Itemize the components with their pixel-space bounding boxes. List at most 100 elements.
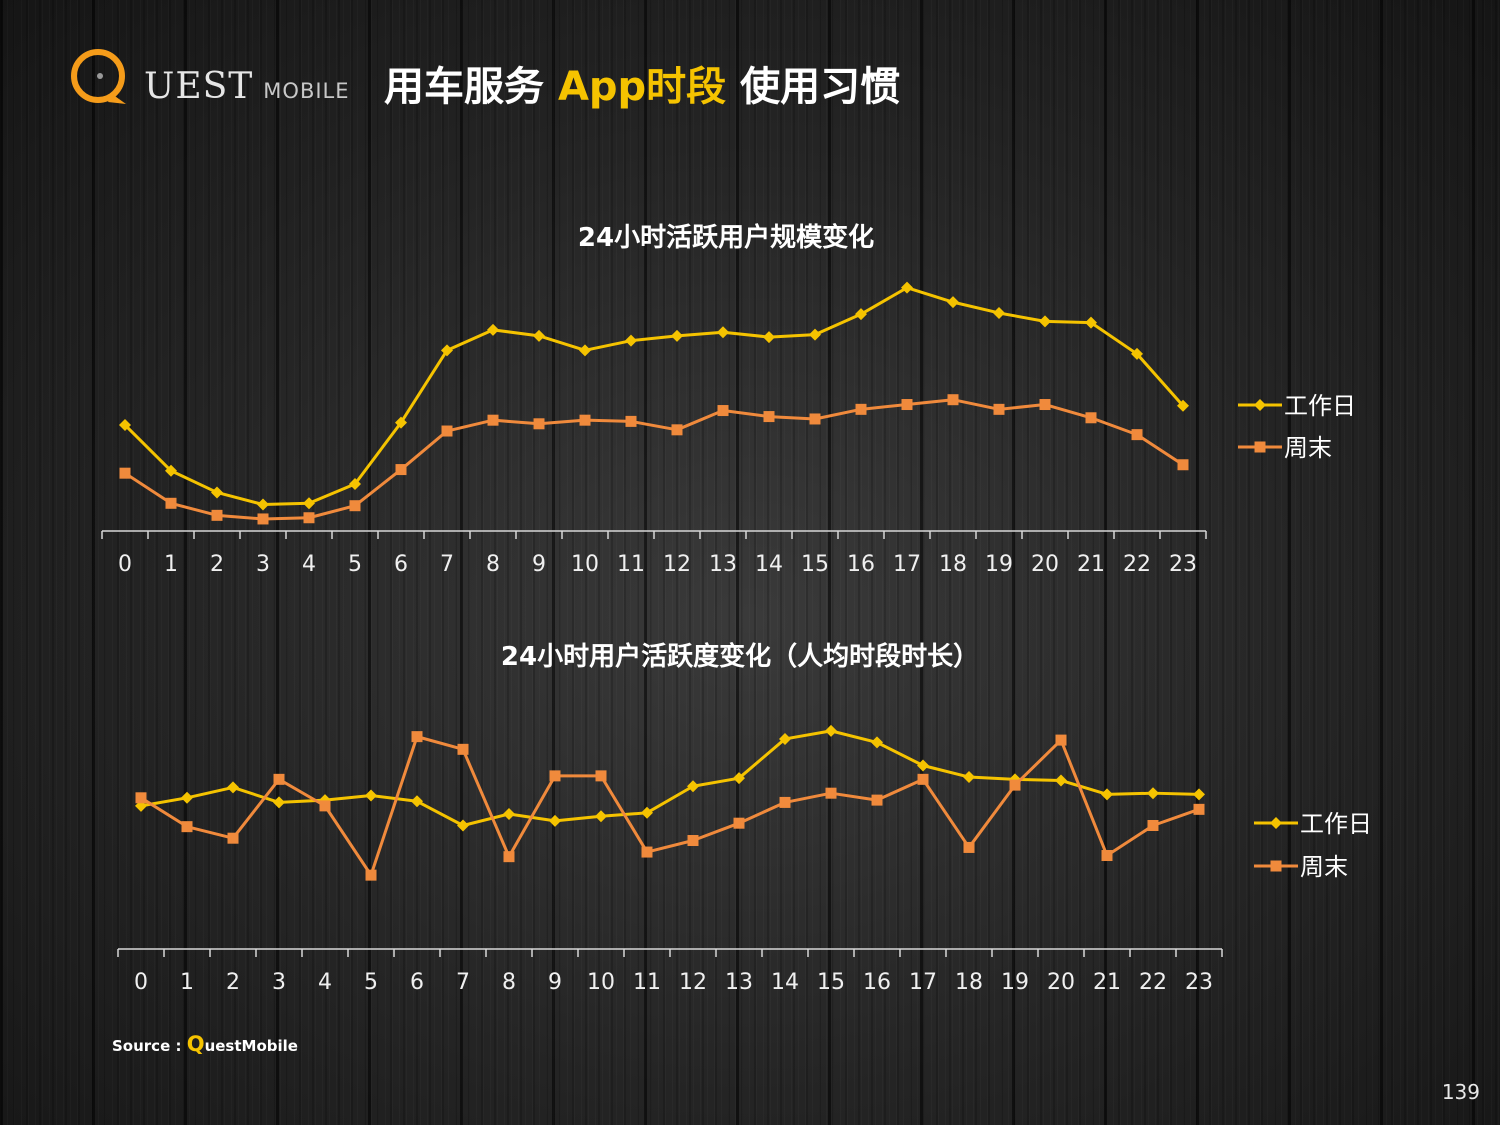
x-tick-label: 13 bbox=[725, 970, 753, 995]
data-point-diamond bbox=[1131, 347, 1143, 360]
x-tick-label: 2 bbox=[226, 970, 240, 995]
x-tick-label: 10 bbox=[587, 970, 615, 995]
data-point-square bbox=[365, 869, 377, 881]
data-point-square bbox=[165, 497, 177, 509]
series-line-2 bbox=[140, 735, 1200, 877]
data-point-diamond bbox=[717, 326, 729, 339]
data-point-square bbox=[1177, 459, 1189, 471]
data-point-diamond bbox=[595, 810, 607, 823]
data-point-square bbox=[1131, 429, 1143, 441]
data-point-diamond bbox=[733, 772, 745, 785]
data-point-square bbox=[1055, 734, 1067, 746]
data-point-square bbox=[947, 394, 959, 406]
x-tick-label: 1 bbox=[164, 552, 178, 577]
x-tick-label: 21 bbox=[1077, 552, 1105, 577]
chart-title: 24小时用户活跃度变化（人均时段时长） bbox=[501, 641, 979, 672]
x-tick-label: 9 bbox=[532, 552, 546, 577]
data-point-square bbox=[503, 851, 515, 863]
data-point-square bbox=[1147, 820, 1159, 832]
x-tick-label: 12 bbox=[679, 970, 707, 995]
data-point-diamond bbox=[135, 799, 147, 812]
x-tick-label: 5 bbox=[364, 970, 378, 995]
data-point-diamond bbox=[181, 791, 193, 804]
x-tick-label: 8 bbox=[502, 970, 516, 995]
legend-label: 周末 bbox=[1300, 853, 1348, 881]
x-tick-label: 14 bbox=[771, 970, 799, 995]
data-point-square bbox=[779, 796, 791, 808]
series-line-1 bbox=[140, 729, 1200, 828]
data-point-square bbox=[181, 821, 193, 833]
questmobile-logo: UEST MOBILE bbox=[64, 40, 349, 120]
data-point-square bbox=[533, 418, 545, 430]
data-point-square bbox=[963, 841, 975, 853]
x-tick-label: 20 bbox=[1031, 552, 1059, 577]
data-point-square bbox=[211, 509, 223, 521]
data-point-square bbox=[135, 792, 147, 804]
data-point-diamond bbox=[411, 795, 423, 808]
x-tick-label: 2 bbox=[210, 552, 224, 577]
data-point-square bbox=[395, 464, 407, 476]
data-point-diamond bbox=[457, 819, 469, 832]
x-tick-label: 15 bbox=[817, 970, 845, 995]
data-point-diamond bbox=[349, 478, 361, 491]
chart-user-activity: 24小时用户活跃度变化（人均时段时长）0 1 2 3 4 5 6 7 8 9 10 11 12 13 14 1… bbox=[117, 641, 1372, 995]
data-point-diamond bbox=[165, 464, 177, 477]
x-tick-label: 15 bbox=[801, 552, 829, 577]
data-point-diamond bbox=[855, 308, 867, 321]
data-point-diamond bbox=[119, 419, 131, 431]
data-point-diamond bbox=[993, 306, 1005, 319]
data-point-diamond bbox=[901, 281, 913, 294]
data-point-diamond bbox=[947, 296, 959, 309]
legend-marker-square bbox=[1270, 860, 1282, 872]
data-point-diamond bbox=[1101, 788, 1113, 801]
data-point-square bbox=[579, 414, 591, 426]
data-point-square bbox=[411, 731, 423, 743]
data-point-diamond bbox=[365, 789, 377, 802]
x-tick-label: 7 bbox=[440, 552, 454, 577]
data-point-diamond bbox=[1055, 774, 1067, 787]
x-tick-label: 22 bbox=[1123, 552, 1151, 577]
legend-marker-square bbox=[1254, 441, 1266, 453]
x-tick-label: 14 bbox=[755, 552, 783, 577]
data-point-square bbox=[441, 425, 453, 437]
data-point-diamond bbox=[303, 497, 315, 510]
data-point-diamond bbox=[871, 736, 883, 749]
data-point-square bbox=[763, 411, 775, 423]
data-point-square bbox=[1193, 803, 1205, 815]
x-tick-label: 6 bbox=[394, 552, 408, 577]
x-tick-label: 16 bbox=[863, 970, 891, 995]
data-point-diamond bbox=[395, 416, 407, 429]
data-point-square bbox=[457, 743, 469, 755]
data-point-square bbox=[549, 770, 561, 782]
x-tick-label: 17 bbox=[909, 970, 937, 995]
x-tick-label: 7 bbox=[456, 970, 470, 995]
series-line-1 bbox=[123, 286, 1185, 506]
x-tick-label: 4 bbox=[302, 552, 316, 577]
source-note: Source : QuestMobile bbox=[112, 1032, 298, 1056]
data-point-square bbox=[273, 773, 285, 785]
data-point-diamond bbox=[779, 732, 791, 745]
x-tick-label: 22 bbox=[1139, 970, 1167, 995]
data-point-diamond bbox=[579, 344, 591, 357]
data-point-square bbox=[349, 500, 361, 512]
data-point-square bbox=[487, 414, 499, 426]
data-point-square bbox=[625, 415, 637, 427]
data-point-diamond bbox=[963, 771, 975, 784]
series-line-2 bbox=[124, 398, 1184, 521]
data-point-diamond bbox=[825, 724, 837, 737]
data-point-diamond bbox=[1177, 399, 1189, 412]
data-point-diamond bbox=[809, 328, 821, 341]
logo-ring-icon bbox=[71, 49, 126, 104]
legend-marker-diamond bbox=[1254, 399, 1266, 411]
data-point-square bbox=[227, 832, 239, 844]
x-tick-label: 11 bbox=[633, 970, 661, 995]
legend-label: 工作日 bbox=[1284, 392, 1356, 420]
data-point-square bbox=[717, 405, 729, 417]
data-point-square bbox=[901, 399, 913, 411]
x-tick-label: 19 bbox=[985, 552, 1013, 577]
legend-label: 周末 bbox=[1284, 434, 1332, 462]
page-title: 用车服务 App时段 使用习惯 bbox=[384, 64, 901, 110]
x-tick-label: 11 bbox=[617, 552, 645, 577]
x-tick-label: 10 bbox=[571, 552, 599, 577]
